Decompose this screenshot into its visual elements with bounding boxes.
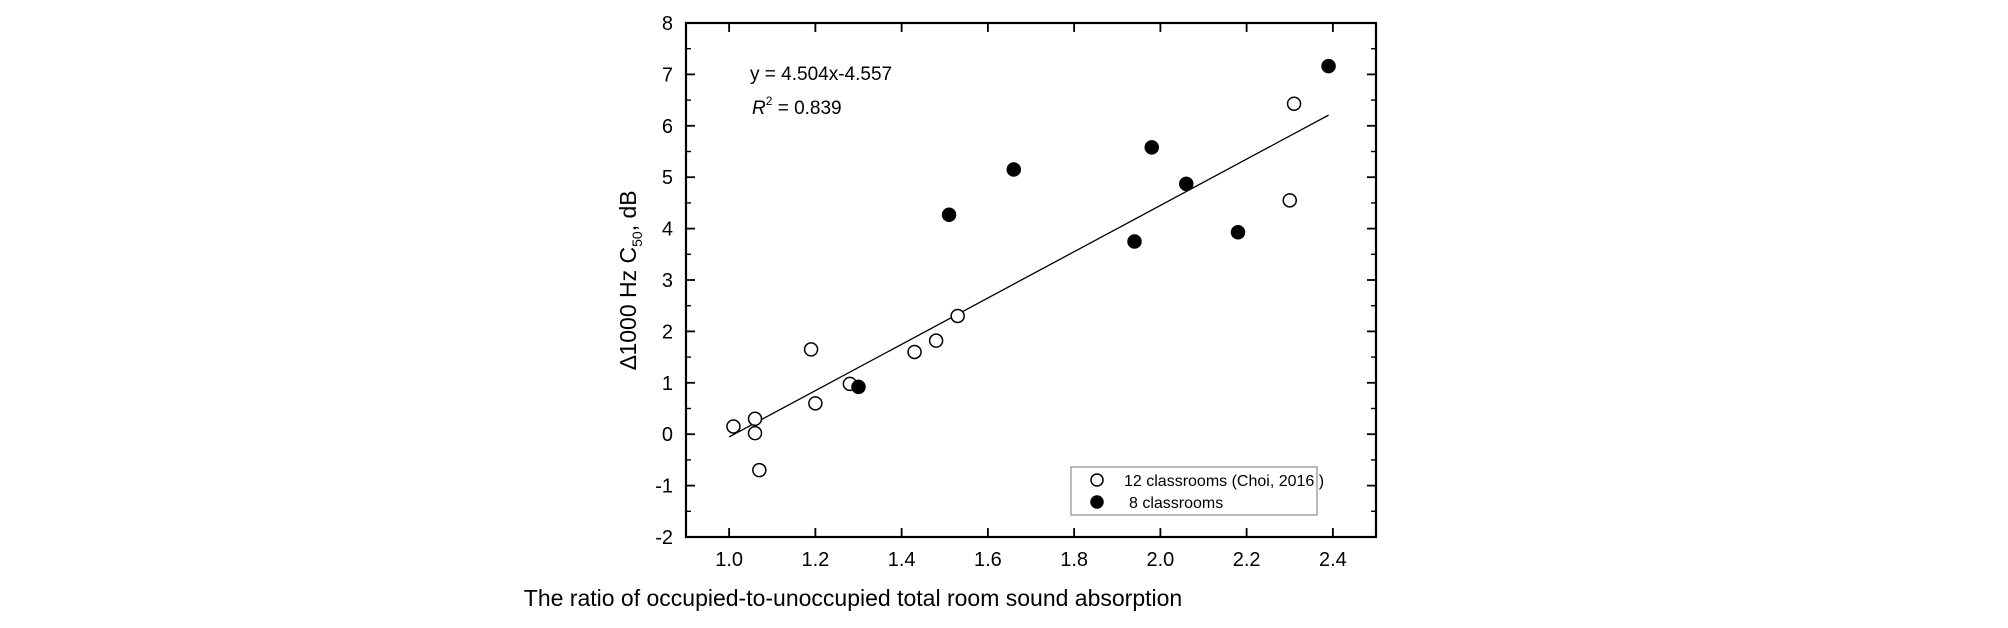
y-tick-label: 3 (662, 270, 673, 292)
legend: 12 classrooms (Choi, 2016 ) 8 classrooms (1070, 466, 1324, 516)
data-point-12-classrooms (803, 342, 819, 357)
data-point-8-classrooms (1321, 58, 1336, 74)
data-point-12-classrooms (950, 308, 965, 324)
x-tick-label: 1.8 (1060, 549, 1088, 571)
legend-label-8-classrooms: 8 classrooms (1129, 495, 1223, 512)
data-point-8-classrooms (1230, 224, 1246, 240)
r-squared-symbol: R (752, 98, 766, 119)
y-tick-label: 6 (662, 116, 673, 138)
y-axis-title-unit: , dB (615, 190, 641, 231)
x-tick-label: 1.0 (715, 549, 743, 571)
y-tick-label: 7 (662, 64, 673, 86)
data-point-8-classrooms (1144, 140, 1159, 155)
y-tick-label: 4 (662, 219, 673, 241)
data-point-12-classrooms (1286, 96, 1302, 111)
y-axis-title: ∆1000 Hz C50, dB (615, 190, 645, 369)
data-point-8-classrooms (941, 207, 957, 222)
data-point-12-classrooms (747, 425, 763, 441)
legend-filled-circle-marker (1090, 495, 1104, 509)
legend-box (1070, 466, 1318, 516)
y-tick-label: 1 (662, 373, 673, 395)
y-tick-label: 0 (662, 424, 673, 446)
r-squared-exponent: 2 (766, 94, 773, 108)
x-tick-label: 2.2 (1233, 549, 1261, 571)
regression-line (728, 114, 1329, 438)
y-tick-label: -2 (655, 527, 673, 549)
data-point-12-classrooms (907, 344, 922, 360)
y-tick-label: -1 (655, 476, 673, 498)
data-point-8-classrooms (851, 379, 866, 395)
data-point-12-classrooms (747, 411, 763, 427)
data-point-12-classrooms (752, 462, 767, 478)
x-tick-label: 1.2 (801, 549, 829, 571)
legend-label-12-classrooms: 12 classrooms (Choi, 2016 ) (1124, 473, 1324, 490)
y-tick-label: 8 (662, 13, 673, 35)
data-point-8-classrooms (1006, 162, 1021, 177)
y-tick-label: 2 (662, 321, 673, 343)
data-point-12-classrooms (928, 333, 944, 348)
r-squared-annotation: R2 = 0.839 (752, 94, 842, 119)
regression-equation: y = 4.504x-4.557 (750, 64, 892, 85)
data-point-8-classrooms (1127, 234, 1142, 249)
x-tick-label: 2.4 (1319, 549, 1347, 571)
legend-open-circle-marker (1090, 473, 1104, 487)
data-point-12-classrooms (726, 419, 741, 434)
y-tick-label: 5 (662, 167, 673, 189)
y-axis-title-subscript: 50 (629, 231, 645, 247)
y-axis-title-main: ∆1000 Hz C (615, 247, 641, 370)
x-tick-label: 2.0 (1146, 549, 1174, 571)
x-tick-label: 1.6 (974, 549, 1002, 571)
data-point-8-classrooms (1179, 176, 1194, 192)
r-squared-value: = 0.839 (772, 98, 841, 119)
x-tick-label: 1.4 (888, 549, 916, 571)
x-axis-title: The ratio of occupied-to-unoccupied tota… (524, 585, 1182, 611)
data-point-12-classrooms (1282, 193, 1297, 208)
data-point-12-classrooms (808, 396, 823, 411)
